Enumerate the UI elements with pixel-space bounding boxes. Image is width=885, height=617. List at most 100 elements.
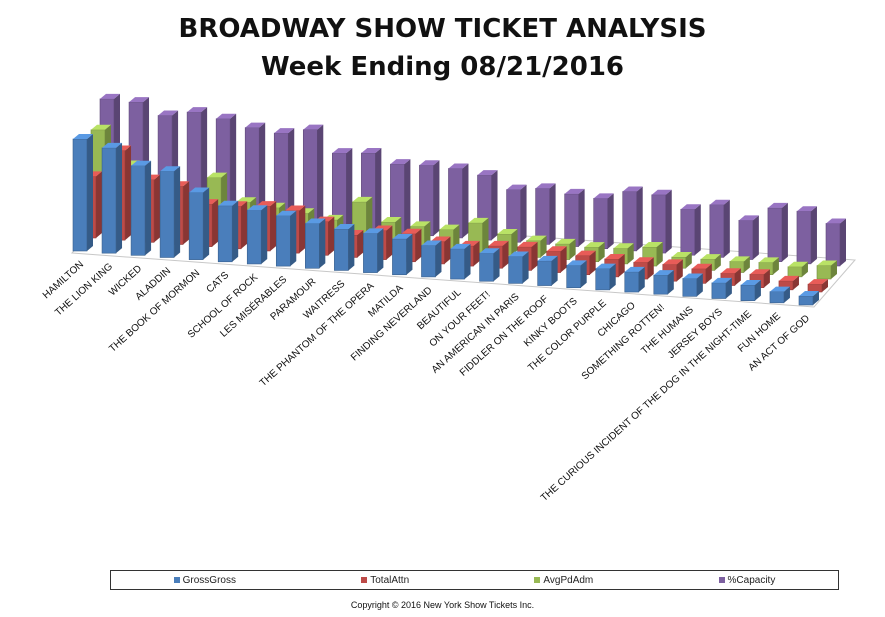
- x-tick-label: THE LION KING: [53, 261, 115, 318]
- bar-front: [130, 165, 146, 256]
- bar-side: [520, 184, 527, 243]
- bar-top: [633, 257, 654, 263]
- bar-top: [216, 113, 237, 119]
- bar-side: [831, 260, 837, 279]
- legend-swatch-avgpdadm: [534, 577, 541, 583]
- bar-side: [781, 202, 788, 262]
- bar-side: [87, 134, 93, 251]
- bar-top: [305, 218, 326, 224]
- bar-capacity-25: [796, 206, 817, 265]
- bar-side: [665, 189, 672, 254]
- bar-avgpdadm-23: [729, 256, 750, 273]
- bar-side: [464, 243, 471, 280]
- bar-top: [662, 259, 683, 265]
- legend-item-grossgross: GrossGross: [173, 575, 236, 586]
- bar-side: [569, 238, 576, 260]
- copyright-text: Copyright © 2016 New York Show Tickets I…: [350, 600, 535, 610]
- bar-grossgross-7: [246, 205, 268, 265]
- bar-front: [709, 204, 725, 258]
- bar-grossgross-1: [72, 134, 93, 252]
- bar-top: [604, 253, 625, 259]
- bar-top: [73, 134, 93, 139]
- bar-side: [696, 273, 703, 297]
- bar-side: [183, 181, 190, 245]
- bar-side: [299, 205, 306, 254]
- bar-top: [537, 255, 558, 261]
- bar-side: [435, 240, 442, 277]
- bar-side: [551, 255, 558, 286]
- bar-side: [694, 204, 701, 256]
- bar-side: [743, 256, 750, 273]
- bar-front: [217, 205, 233, 263]
- bar-side: [578, 188, 585, 247]
- bar-side: [531, 241, 538, 271]
- bar-top: [729, 256, 750, 262]
- bar-side: [772, 257, 779, 275]
- x-tick-label: THE PHANTOM OF THE OPERA: [258, 280, 377, 389]
- bar-capacity-17: [564, 188, 585, 247]
- bar-top: [749, 269, 770, 275]
- bar-capacity-23: [738, 215, 759, 260]
- bar-front: [246, 209, 262, 265]
- bar-front: [622, 191, 638, 252]
- bar-top: [236, 197, 257, 203]
- bar-top: [691, 263, 712, 269]
- bar-front: [796, 210, 812, 265]
- bar-front: [825, 223, 841, 267]
- bar-top: [593, 193, 614, 199]
- legend-item-avgpdadm: AvgPdAdm: [534, 575, 593, 586]
- bar-grossgross-13: [421, 240, 442, 278]
- bar-side: [667, 270, 674, 295]
- bar-side: [792, 275, 799, 290]
- bar-side: [404, 159, 411, 234]
- bar-front: [450, 248, 465, 280]
- bar-top: [256, 201, 277, 207]
- bar-front: [564, 193, 579, 247]
- bar-top: [479, 248, 500, 254]
- bar-front: [807, 283, 823, 293]
- x-tick-label: CATS: [205, 270, 232, 296]
- bar-top: [401, 228, 422, 234]
- bar-side: [511, 228, 518, 256]
- bar-top: [622, 186, 643, 192]
- legend-swatch-grossgross: [173, 577, 180, 583]
- bar-top: [826, 218, 846, 224]
- bar-avgpdadm-26: [816, 260, 837, 280]
- bar-side: [752, 215, 759, 260]
- bar-top: [767, 202, 788, 208]
- bar-capacity-15: [506, 184, 527, 243]
- bar-side: [357, 230, 364, 258]
- bar-top: [477, 170, 498, 176]
- bar-grossgross-18: [566, 260, 587, 289]
- bar-side: [241, 201, 248, 249]
- bar-side: [638, 266, 645, 293]
- bar-front: [711, 282, 727, 299]
- chart-subtitle: Week Ending 08/21/2016: [260, 52, 625, 82]
- bar-top: [671, 252, 692, 257]
- bar-front: [421, 245, 436, 278]
- bar-side: [328, 216, 335, 256]
- bar-capacity-20: [651, 189, 672, 254]
- bar-side: [502, 240, 509, 269]
- bar-top: [448, 163, 469, 169]
- bar-front: [787, 266, 803, 278]
- bar-top: [390, 159, 411, 165]
- bar-side: [607, 193, 614, 249]
- bar-top: [506, 184, 527, 190]
- bar-side: [491, 170, 498, 241]
- bar-avgpdadm-25: [787, 261, 808, 278]
- bar-grossgross-17: [537, 255, 558, 286]
- bar-side: [598, 242, 605, 262]
- bar-front: [275, 215, 291, 267]
- bar-side: [656, 242, 663, 267]
- bar-side: [288, 128, 295, 225]
- bar-capacity-11: [390, 159, 411, 234]
- bar-top: [517, 241, 538, 247]
- bar-top: [555, 238, 576, 244]
- bar-grossgross-5: [188, 187, 210, 260]
- bar-front: [479, 252, 494, 282]
- bar-top: [334, 224, 355, 229]
- bar-grossgross-11: [363, 228, 384, 273]
- bar-grossgross-9: [305, 218, 326, 269]
- legend-swatch-totalattn: [361, 577, 368, 583]
